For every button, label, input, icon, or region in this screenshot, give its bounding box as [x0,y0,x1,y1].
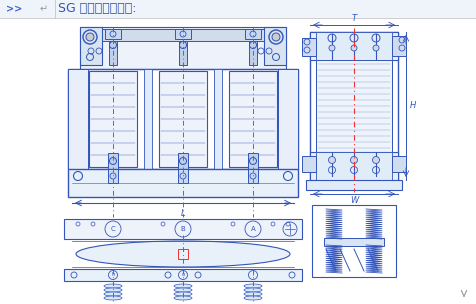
Bar [316,32,392,180]
Ellipse shape [76,241,290,267]
Bar [0,0,476,18]
Bar [306,180,402,190]
Bar [392,36,406,56]
Bar [302,38,316,56]
Bar [68,169,298,197]
Bar [248,169,258,183]
Ellipse shape [174,284,192,288]
Ellipse shape [104,292,122,296]
Circle shape [351,45,357,51]
Bar [178,153,188,173]
Text: h: h [111,272,115,278]
Bar [179,41,187,65]
Bar [229,71,277,167]
Bar [159,71,207,167]
Bar [80,27,286,69]
Bar [310,32,398,180]
Bar [310,32,398,60]
Bar [175,29,191,39]
Text: C: C [110,226,115,232]
Circle shape [86,33,94,41]
Bar [316,32,392,60]
Bar [316,60,392,152]
Bar [278,69,298,169]
Text: H: H [410,102,416,110]
Circle shape [350,157,357,164]
Ellipse shape [104,288,122,292]
Bar [80,27,102,65]
Bar [108,153,118,173]
Bar [312,205,396,277]
Ellipse shape [244,296,262,300]
Bar [68,69,88,169]
Bar [68,69,298,169]
Bar [214,69,222,169]
Bar [324,238,384,246]
Text: T: T [351,14,357,23]
Bar [178,249,188,259]
Bar [102,29,264,41]
Ellipse shape [174,292,192,296]
Bar [316,152,392,180]
Bar [302,156,316,172]
Bar [108,169,118,183]
Circle shape [328,157,336,164]
Bar [248,153,258,173]
Circle shape [272,33,280,41]
Text: ↵: ↵ [40,4,48,14]
Bar [64,269,302,281]
Text: B: B [180,226,185,232]
Text: A: A [251,226,256,232]
Bar [310,152,398,180]
Bar [264,27,286,65]
Text: W: W [350,196,358,205]
Ellipse shape [174,296,192,300]
Circle shape [329,45,335,51]
Ellipse shape [244,292,262,296]
Ellipse shape [174,288,192,292]
Bar [392,156,406,172]
Text: >>: >> [6,4,22,14]
Bar [178,169,188,183]
Bar [64,219,302,239]
Text: SG 系列技术参数表:: SG 系列技术参数表: [58,2,137,16]
Bar [109,41,117,65]
Ellipse shape [244,284,262,288]
Bar [245,29,261,39]
Ellipse shape [104,296,122,300]
Ellipse shape [104,284,122,288]
Bar [105,29,121,39]
Circle shape [373,45,379,51]
Bar [89,71,137,167]
Bar [249,41,257,65]
Circle shape [373,157,379,164]
Text: o: o [181,272,185,278]
Bar [144,69,152,169]
Text: L: L [181,209,185,218]
Ellipse shape [244,288,262,292]
Text: i: i [252,272,254,278]
